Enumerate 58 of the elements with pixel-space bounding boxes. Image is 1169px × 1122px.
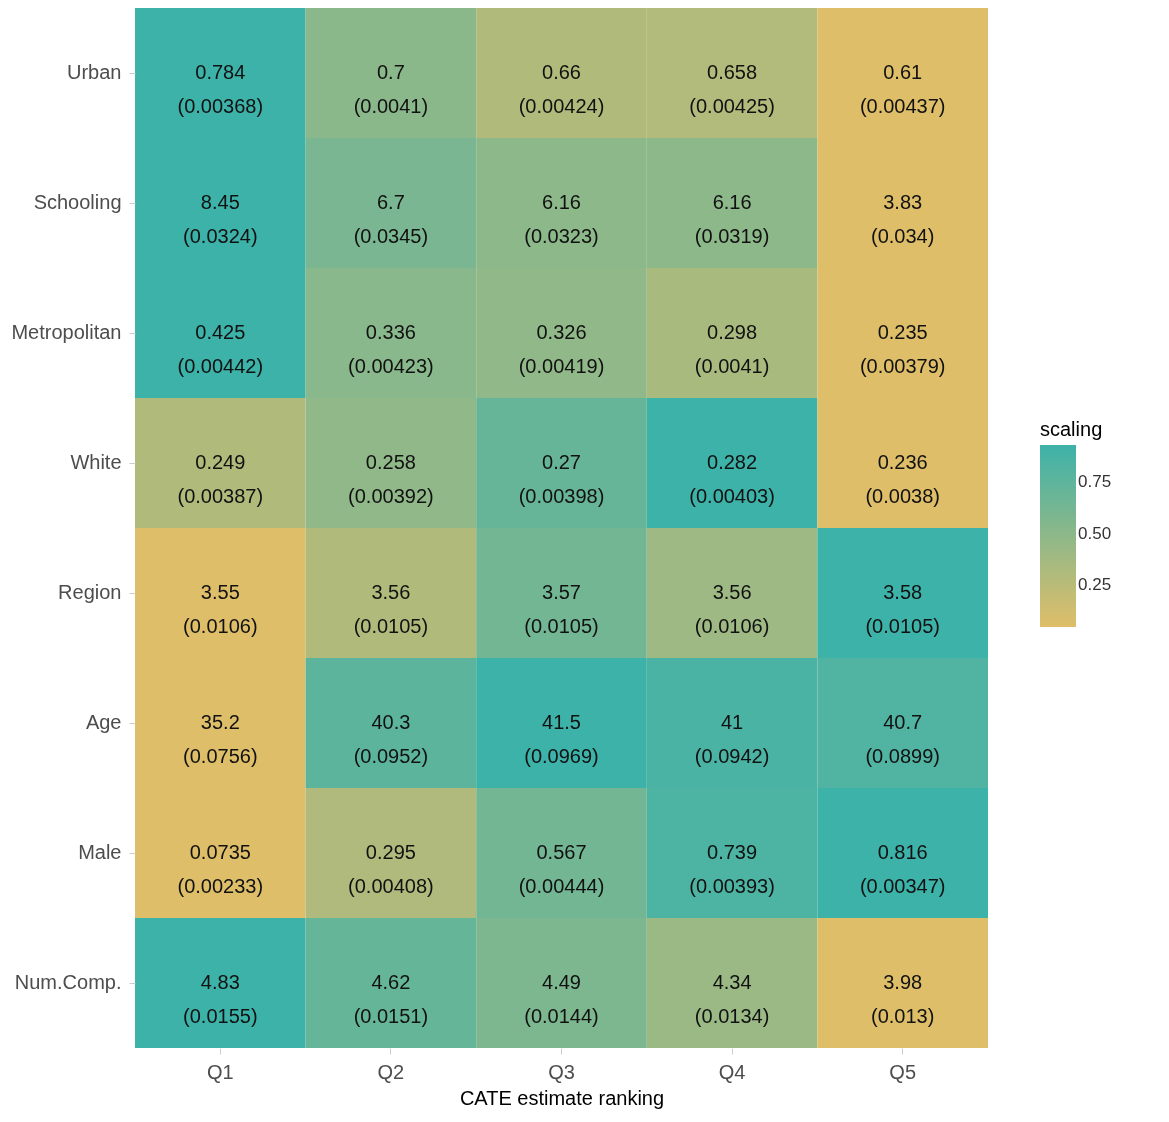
y-tick-label: Age — [85, 711, 122, 733]
y-tick-label: Region — [58, 581, 122, 603]
data-label: 6.16 (0.0323) — [524, 191, 599, 247]
data-label: 0.658 (0.00425) — [689, 61, 775, 117]
data-label: 3.57 (0.0105) — [524, 581, 599, 637]
y-tick-label: Metropolitan — [11, 321, 122, 343]
data-label: 41 (0.0942) — [694, 711, 770, 767]
y-tick-label: Urban — [67, 61, 122, 83]
data-label: 0.236 (0.0038) — [865, 451, 940, 507]
data-label: 35.2 (0.0756) — [183, 711, 258, 767]
color-bar-title: scaling — [1040, 418, 1103, 440]
data-label: 0.0735 (0.00233) — [177, 841, 264, 897]
data-label: 0.235 (0.00379) — [859, 321, 946, 377]
data-label: 0.298 (0.0041) — [694, 321, 770, 377]
data-label: 0.295 (0.00408) — [348, 841, 434, 897]
data-label: 3.56 (0.0106) — [694, 581, 770, 637]
data-label: 4.49 (0.0144) — [524, 971, 599, 1027]
x-axis-title: CATE estimate ranking — [459, 1086, 665, 1109]
data-label: 40.3 (0.0952) — [353, 711, 429, 767]
data-label: 0.61 (0.00437) — [859, 61, 946, 117]
data-label: 0.258 (0.00392) — [348, 451, 434, 507]
x-tick-label: Q4 — [718, 1060, 746, 1083]
data-label: 6.7 (0.0345) — [353, 191, 429, 247]
color-bar-label: 0.25 — [1078, 575, 1112, 594]
data-label: 3.98 (0.013) — [871, 971, 935, 1027]
x-tick-label: Q5 — [889, 1060, 917, 1083]
data-label: 4.83 (0.0155) — [183, 971, 258, 1027]
data-label: 3.55 (0.0106) — [183, 581, 258, 637]
x-tick-label: Q3 — [548, 1060, 575, 1083]
data-label: 0.66 (0.00424) — [518, 61, 605, 117]
data-label: 0.282 (0.00403) — [689, 451, 775, 507]
data-label: 41.5 (0.0969) — [524, 711, 599, 767]
data-label: 0.7 (0.0041) — [353, 61, 429, 117]
data-label: 3.83 (0.034) — [871, 191, 935, 247]
data-label: 8.45 (0.0324) — [183, 191, 258, 247]
data-label: 4.34 (0.0134) — [694, 971, 770, 1027]
x-tick-label: Q2 — [377, 1060, 405, 1083]
data-label: 0.739 (0.00393) — [689, 841, 775, 897]
data-label: 3.56 (0.0105) — [353, 581, 429, 637]
data-label: 3.58 (0.0105) — [865, 581, 940, 637]
data-label: 6.16 (0.0319) — [694, 191, 770, 247]
data-label: 40.7 (0.0899) — [865, 711, 940, 767]
data-label: 0.249 (0.00387) — [177, 451, 264, 507]
data-label: 4.62 (0.0151) — [353, 971, 429, 1027]
y-tick-label: Male — [78, 841, 122, 863]
data-label: 0.816 (0.00347) — [859, 841, 946, 897]
x-tick-label: Q1 — [206, 1060, 234, 1083]
data-label: 0.27 (0.00398) — [518, 451, 605, 507]
color-bar-label: 0.50 — [1078, 523, 1112, 543]
color-bar-label: 0.75 — [1078, 472, 1112, 492]
data-label: 0.336 (0.00423) — [348, 321, 434, 377]
y-tick-label: White — [70, 451, 122, 473]
data-label: 0.784 (0.00368) — [177, 61, 264, 117]
data-label: 0.567 (0.00444) — [518, 841, 605, 897]
y-tick-label: Num.Comp. — [14, 971, 122, 993]
data-label: 0.425 (0.00442) — [177, 321, 264, 377]
y-tick-label: Schooling — [33, 191, 122, 213]
data-label: 0.326 (0.00419) — [518, 321, 605, 377]
